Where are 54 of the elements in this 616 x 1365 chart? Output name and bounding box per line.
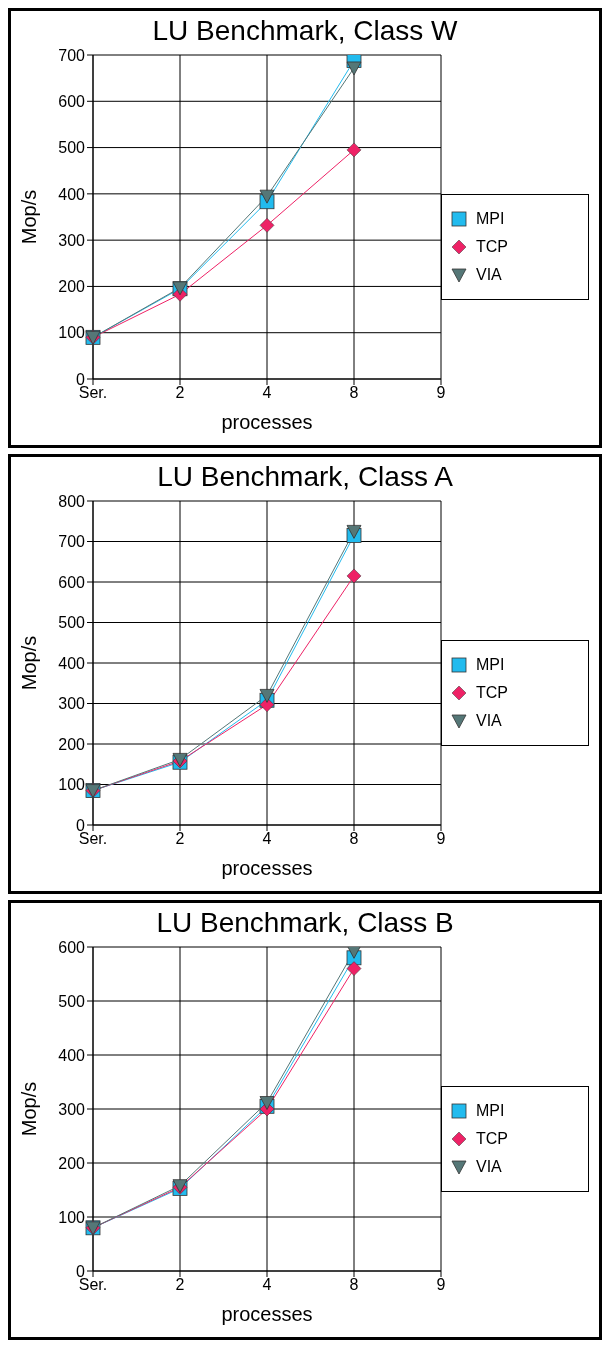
x-tick-label: 9	[436, 830, 446, 848]
y-tick-label: 200	[58, 1154, 86, 1172]
chart-title: LU Benchmark, Class W	[152, 15, 458, 46]
chart-title: LU Benchmark, Class A	[157, 461, 453, 492]
x-tick-label: Ser.	[78, 384, 108, 402]
y-tick-label: 200	[58, 735, 86, 753]
legend-label: MPI	[476, 655, 505, 675]
legend-label: VIA	[476, 265, 502, 285]
y-tick-label: 100	[58, 324, 86, 342]
legend-label: TCP	[476, 1129, 508, 1149]
y-axis-title: Mop/s	[18, 635, 41, 691]
x-tick-label: 2	[175, 1276, 185, 1294]
y-tick-label: 600	[58, 938, 86, 956]
y-tick-label: 300	[58, 695, 86, 713]
x-tick-label: 9	[436, 384, 446, 402]
legend-label: MPI	[476, 1101, 505, 1121]
x-tick-label: 4	[262, 830, 272, 848]
y-tick-label: 600	[58, 92, 86, 110]
y-tick-label: 500	[58, 992, 86, 1010]
x-tick-label: Ser.	[78, 1276, 108, 1294]
y-tick-label: 400	[58, 654, 86, 672]
legend-label: VIA	[476, 711, 502, 731]
y-axis-title: Mop/s	[18, 1081, 41, 1137]
x-tick-label: Ser.	[78, 830, 108, 848]
y-tick-label: 200	[58, 278, 86, 296]
x-tick-label: 2	[175, 830, 185, 848]
y-tick-label: 300	[58, 1100, 86, 1118]
chart-title: LU Benchmark, Class B	[156, 907, 454, 938]
y-tick-label: 400	[58, 1046, 86, 1064]
y-tick-label: 500	[58, 614, 86, 632]
y-tick-label: 700	[58, 533, 86, 551]
y-tick-label: 500	[58, 139, 86, 157]
x-axis-title: processes	[221, 1303, 313, 1325]
legend-label: TCP	[476, 683, 508, 703]
x-tick-label: 8	[349, 1276, 359, 1294]
x-tick-label: 4	[262, 384, 272, 402]
y-tick-label: 100	[58, 1208, 86, 1226]
x-tick-label: 4	[262, 1276, 272, 1294]
legend-label: MPI	[476, 209, 505, 229]
y-tick-label: 800	[58, 492, 86, 510]
y-axis-title: Mop/s	[18, 189, 41, 245]
y-tick-label: 600	[58, 573, 86, 591]
y-tick-label: 700	[58, 46, 86, 64]
y-tick-label: 300	[58, 231, 86, 249]
x-tick-label: 2	[175, 384, 185, 402]
y-tick-label: 100	[58, 776, 86, 794]
legend-label: VIA	[476, 1157, 502, 1177]
x-axis-title: processes	[221, 857, 313, 879]
x-tick-label: 8	[349, 384, 359, 402]
legend-label: TCP	[476, 237, 508, 257]
x-axis-title: processes	[221, 411, 313, 433]
y-tick-label: 400	[58, 185, 86, 203]
x-tick-label: 9	[436, 1276, 446, 1294]
x-tick-label: 8	[349, 830, 359, 848]
